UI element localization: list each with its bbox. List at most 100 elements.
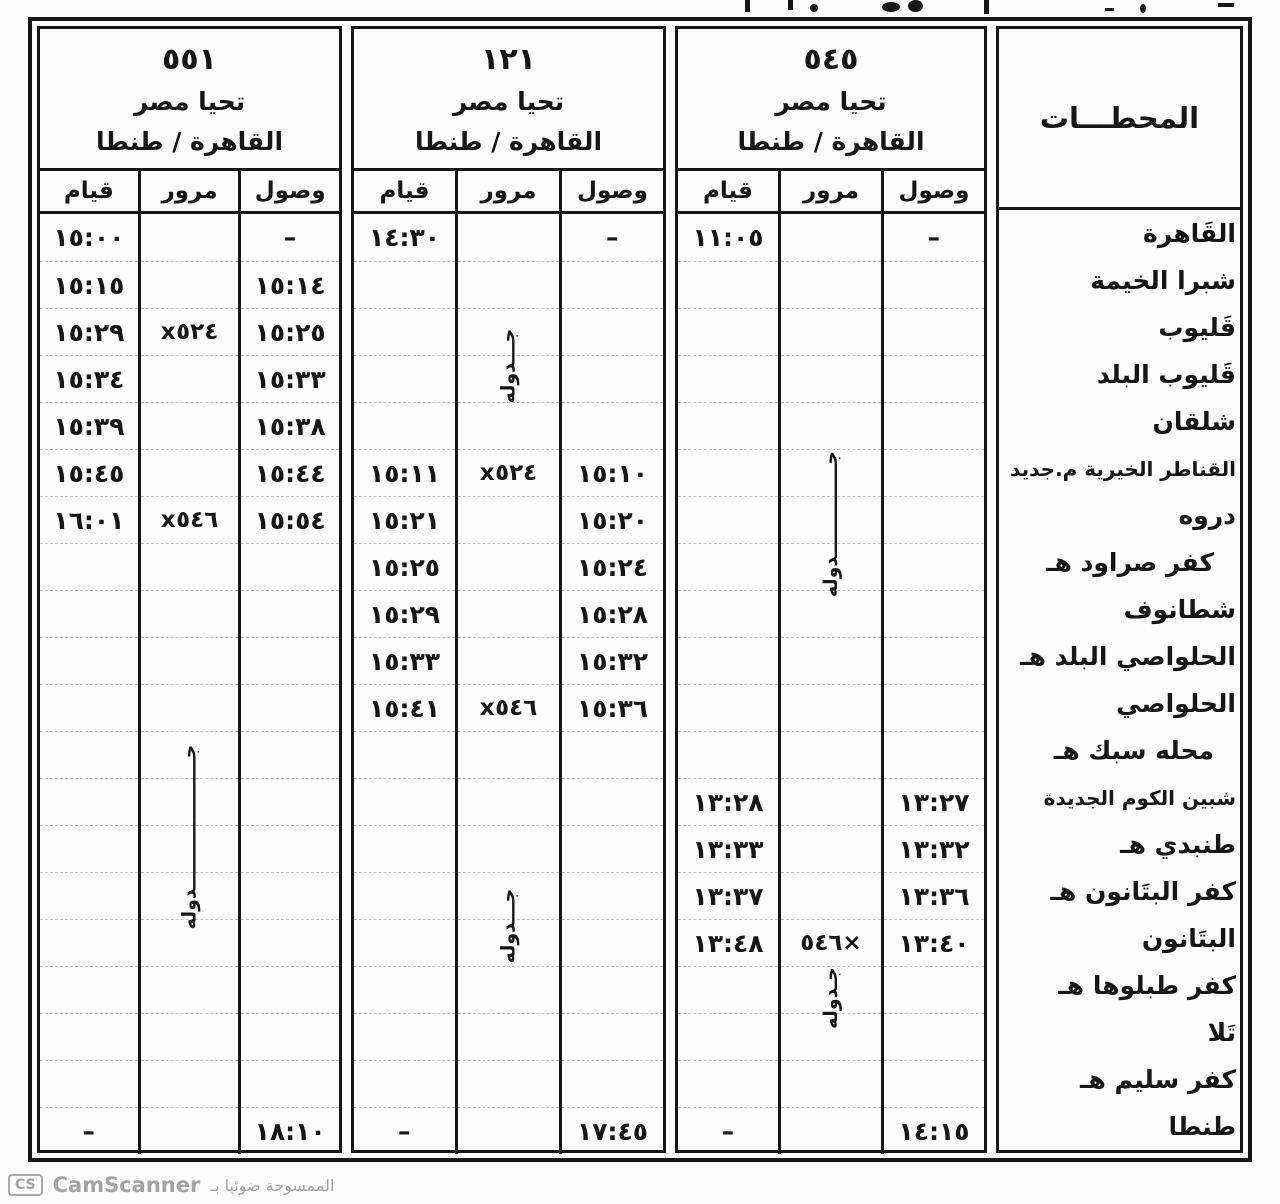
depart-time-cell: ١٥:٣٤: [40, 355, 138, 402]
depart-time-cell: [354, 966, 455, 1013]
pass-cell: [140, 1060, 239, 1107]
pass-cell: [781, 449, 881, 496]
train-551-header: ٥٥١ تحيا مصر القاهرة / طنطا: [40, 29, 339, 171]
depart-column: ١٥:٠٠ ١٥:١٥ ١٥:٢٩ ١٥:٣٤ ١٥:٣٩ ١٥:٤٥ ١٦:٠١ –: [40, 214, 141, 1154]
arrive-time-cell: [562, 1013, 663, 1060]
pass-column: x٥٢٤ x٥٤٦ جـــدوله جـــدوله: [458, 214, 562, 1154]
arrive-time-cell: ١٣:٢٧: [884, 778, 984, 825]
pass-cell: [781, 496, 881, 543]
pass-cell: [458, 496, 559, 543]
depart-header: قيام: [678, 171, 781, 211]
depart-time-cell: [354, 355, 455, 402]
arrive-time-cell: [884, 966, 984, 1013]
depart-time-cell: [354, 1013, 455, 1060]
pass-cell: [458, 355, 559, 402]
arrive-header: وصول: [254, 178, 326, 204]
depart-time-cell: –: [40, 1107, 138, 1154]
pass-cell: [781, 731, 881, 778]
pass-cell: [140, 261, 239, 308]
cropped-title-fragment: [0, 0, 1280, 18]
arrive-time-cell: [241, 1060, 340, 1107]
stations-list: القَاهرة شبرا الخيمة قَليوب قَليوب البلد شلق…: [999, 210, 1240, 1150]
station-name: كفر سليم هـ: [1080, 1065, 1236, 1094]
pass-cell: [458, 825, 559, 872]
arrive-column: – ١٥:١٠ ١٥:٢٠ ١٥:٢٤ ١٥:٢٨ ١٥:٣٢ ١٥:٣٦ ١٧:٤٥: [562, 214, 663, 1154]
pass-cell: [140, 825, 239, 872]
depart-header: قيام: [40, 171, 141, 211]
depart-time-cell: ١٥:٢٩: [354, 590, 455, 637]
arrive-time-cell: –: [606, 223, 619, 252]
station-name: القَاهرة: [1143, 219, 1236, 248]
pass-cell: [140, 590, 239, 637]
depart-time-cell: [40, 731, 138, 778]
station-name: كفر صراود هـ: [1045, 548, 1214, 577]
arrive-time-cell: [562, 1060, 663, 1107]
pass-cell: [140, 731, 239, 778]
pass-cell: ٥٤٦×: [781, 919, 881, 966]
camscanner-caption: الممسوحة ضوئيا بـ: [210, 1175, 335, 1195]
arrive-time-cell: [884, 261, 984, 308]
depart-time-cell: [678, 355, 778, 402]
depart-time-cell: [40, 1013, 138, 1060]
pass-cell: [781, 778, 881, 825]
depart-time-cell: [678, 308, 778, 355]
arrive-time-cell: –: [283, 223, 297, 252]
station-name: شطانوف: [1123, 595, 1236, 624]
depart-time-cell: ١٥:٢٩: [40, 308, 138, 355]
station-name: البتَانون: [1141, 924, 1236, 953]
pass-cell: [458, 637, 559, 684]
pass-cell: [140, 1013, 239, 1060]
train-route: القاهرة / طنطا: [415, 126, 603, 156]
depart-time-cell: [678, 731, 778, 778]
arrive-time-cell: [884, 731, 984, 778]
depart-time-cell: [40, 919, 138, 966]
depart-time-cell: [678, 261, 778, 308]
arrive-time-cell: [562, 825, 663, 872]
depart-time-cell: ١٥:٤٥: [40, 449, 138, 496]
arrive-time-cell: [562, 872, 663, 919]
depart-time-cell: [40, 637, 138, 684]
pass-cell: [458, 1107, 559, 1154]
station-name: شلقان: [1152, 407, 1236, 436]
arrive-time-cell: ١٨:١٠: [241, 1107, 340, 1154]
depart-time-cell: [40, 872, 138, 919]
depart-header: قيام: [354, 171, 458, 211]
arrive-time-cell: [562, 355, 663, 402]
depart-time-cell: ١٦:٠١: [40, 496, 138, 543]
stations-header: المحطـــات: [999, 29, 1240, 210]
arrive-time-cell: [884, 308, 984, 355]
arrive-time-cell: ١٣:٣٦: [884, 872, 984, 919]
depart-time-cell: [678, 543, 778, 590]
arrive-time-cell: [884, 590, 984, 637]
station-name: شبرا الخيمة: [1090, 266, 1236, 295]
arrive-time-cell: [241, 778, 340, 825]
depart-time-cell: ١٤:٣٠: [368, 223, 441, 252]
depart-time-cell: ١٥:٤١: [354, 684, 455, 731]
depart-time-cell: –: [354, 1107, 455, 1154]
pass-cell: [140, 1107, 239, 1154]
depart-time-cell: ١٥:٢٥: [354, 543, 455, 590]
camscanner-watermark: CS CamScanner الممسوحة ضوئيا بـ: [8, 1170, 335, 1200]
depart-time-cell: [40, 590, 138, 637]
pass-cell: x٥٤٦: [458, 684, 559, 731]
pass-header: مرور: [781, 171, 884, 211]
depart-time-cell: ١١:٠٥: [692, 223, 764, 252]
arrive-time-cell: ١٧:٤٥: [562, 1107, 663, 1154]
arrive-time-cell: ١٥:١٤: [241, 261, 340, 308]
arrive-time-cell: ١٥:٣٨: [241, 402, 340, 449]
arrive-time-cell: [884, 449, 984, 496]
depart-time-cell: [40, 684, 138, 731]
arrive-time-cell: ١٣:٤٠: [884, 919, 984, 966]
station-name: تَلا: [1207, 1018, 1236, 1047]
depart-time-cell: [678, 449, 778, 496]
pass-cell: [458, 778, 559, 825]
train-number: ٥٥١: [162, 41, 217, 77]
train-545-panel: ٥٤٥ تحيا مصر القاهرة / طنطا قيام مرور وص…: [675, 26, 987, 1154]
arrive-time-cell: [884, 496, 984, 543]
pass-cell: [781, 1060, 881, 1107]
depart-column: ١٤:٣٠ ١٥:١١ ١٥:٢١ ١٥:٢٥ ١٥:٢٩ ١٥:٣٣ ١٥:٤١ –: [354, 214, 458, 1154]
pass-cell: [781, 1107, 881, 1154]
pass-cell: [458, 214, 559, 261]
column-headers: قيام مرور وصول: [40, 171, 339, 214]
pass-column: x٥٢٤ x٥٤٦ جــــــــــــــــــــدوله: [140, 214, 242, 1154]
